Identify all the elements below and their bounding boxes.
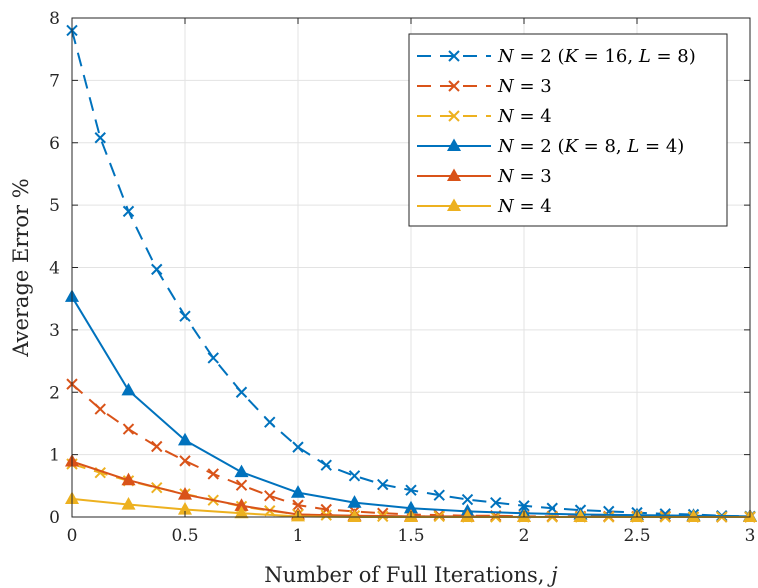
data-point <box>320 459 332 471</box>
legend-label: N = 2 (K = 16, L = 8) <box>497 46 696 67</box>
legend-label: N = 4 <box>497 106 552 127</box>
data-point <box>461 493 474 506</box>
data-point <box>433 489 445 501</box>
data-point <box>122 423 135 435</box>
y-tick-label: 4 <box>49 259 60 279</box>
x-axis-label-prefix: Number of Full Iterations, <box>264 563 551 587</box>
data-point <box>377 478 389 491</box>
legend-entry: N = 3 <box>417 76 552 97</box>
data-point <box>264 416 276 428</box>
data-point <box>292 441 304 453</box>
legend-label: N = 2 (K = 8, L = 4) <box>497 136 684 157</box>
data-point <box>234 505 249 519</box>
x-tick-label: 2.5 <box>623 526 650 546</box>
data-point <box>179 310 191 322</box>
data-point <box>573 509 588 523</box>
data-point <box>290 485 306 498</box>
x-tick-label: 3 <box>745 526 756 546</box>
data-point <box>546 502 558 514</box>
x-tick-label: 0.5 <box>171 526 198 546</box>
y-tick-label: 7 <box>49 71 60 91</box>
x-axis-label: Number of Full Iterations, j <box>264 563 558 587</box>
x-tick-label: 2 <box>519 526 530 546</box>
legend-marker <box>448 110 460 122</box>
legend-marker <box>446 168 462 182</box>
y-axis-label: Average Error % <box>9 178 33 357</box>
x-axis-label-variable: j <box>547 563 558 587</box>
data-point <box>121 497 136 510</box>
y-tick-label: 5 <box>49 196 60 216</box>
data-point <box>348 470 361 482</box>
legend-entry: N = 2 (K = 16, L = 8) <box>417 46 696 67</box>
data-point <box>177 487 193 500</box>
data-point <box>151 440 163 453</box>
data-point <box>179 455 191 467</box>
data-point <box>207 468 219 480</box>
legend-entry: N = 4 <box>417 106 552 127</box>
data-point <box>121 382 136 396</box>
y-tick-label: 1 <box>49 446 60 466</box>
data-point <box>235 479 248 491</box>
data-point <box>122 205 135 218</box>
legend-entry: N = 4 <box>417 196 552 217</box>
y-tick-label: 8 <box>49 9 60 29</box>
legend-marker <box>446 138 462 152</box>
x-tick-label: 1.5 <box>397 526 424 546</box>
y-tick-label: 2 <box>49 383 60 403</box>
y-tick-label: 6 <box>49 134 60 154</box>
y-tick-label: 3 <box>49 321 60 341</box>
legend-entry: N = 2 (K = 8, L = 4) <box>417 136 684 157</box>
legend-box <box>408 33 728 227</box>
legend-marker <box>448 50 460 62</box>
legend-entry: N = 3 <box>417 166 552 187</box>
ticks: 0 0.5 1 1.5 2 2.5 3 0 1 2 3 4 5 6 7 8 <box>49 9 755 546</box>
legend-label: N = 3 <box>497 166 552 187</box>
data-point <box>94 132 106 144</box>
data-point <box>347 509 362 523</box>
data-point <box>121 472 136 486</box>
data-point <box>234 464 249 478</box>
x-tick-label: 0 <box>67 526 78 546</box>
data-point <box>405 484 417 496</box>
data-point <box>177 432 193 446</box>
data-point <box>347 495 362 508</box>
legend-label: N = 3 <box>497 76 552 97</box>
data-point <box>151 263 163 276</box>
legend: N = 2 (K = 16, L = 8) N = 3 N = 4 N = 2 (K … <box>408 33 728 227</box>
legend-marker <box>448 80 460 92</box>
data-point <box>207 352 219 364</box>
data-point <box>292 499 304 511</box>
x-tick-label: 1 <box>293 526 304 546</box>
data-point <box>264 490 276 502</box>
data-point <box>94 403 106 415</box>
data-point <box>686 509 701 523</box>
legend-label: N = 4 <box>497 196 552 217</box>
y-tick-label: 0 <box>49 508 60 528</box>
data-point <box>460 509 475 523</box>
data-point <box>235 386 248 398</box>
legend-marker <box>446 198 462 212</box>
data-point <box>490 496 502 509</box>
